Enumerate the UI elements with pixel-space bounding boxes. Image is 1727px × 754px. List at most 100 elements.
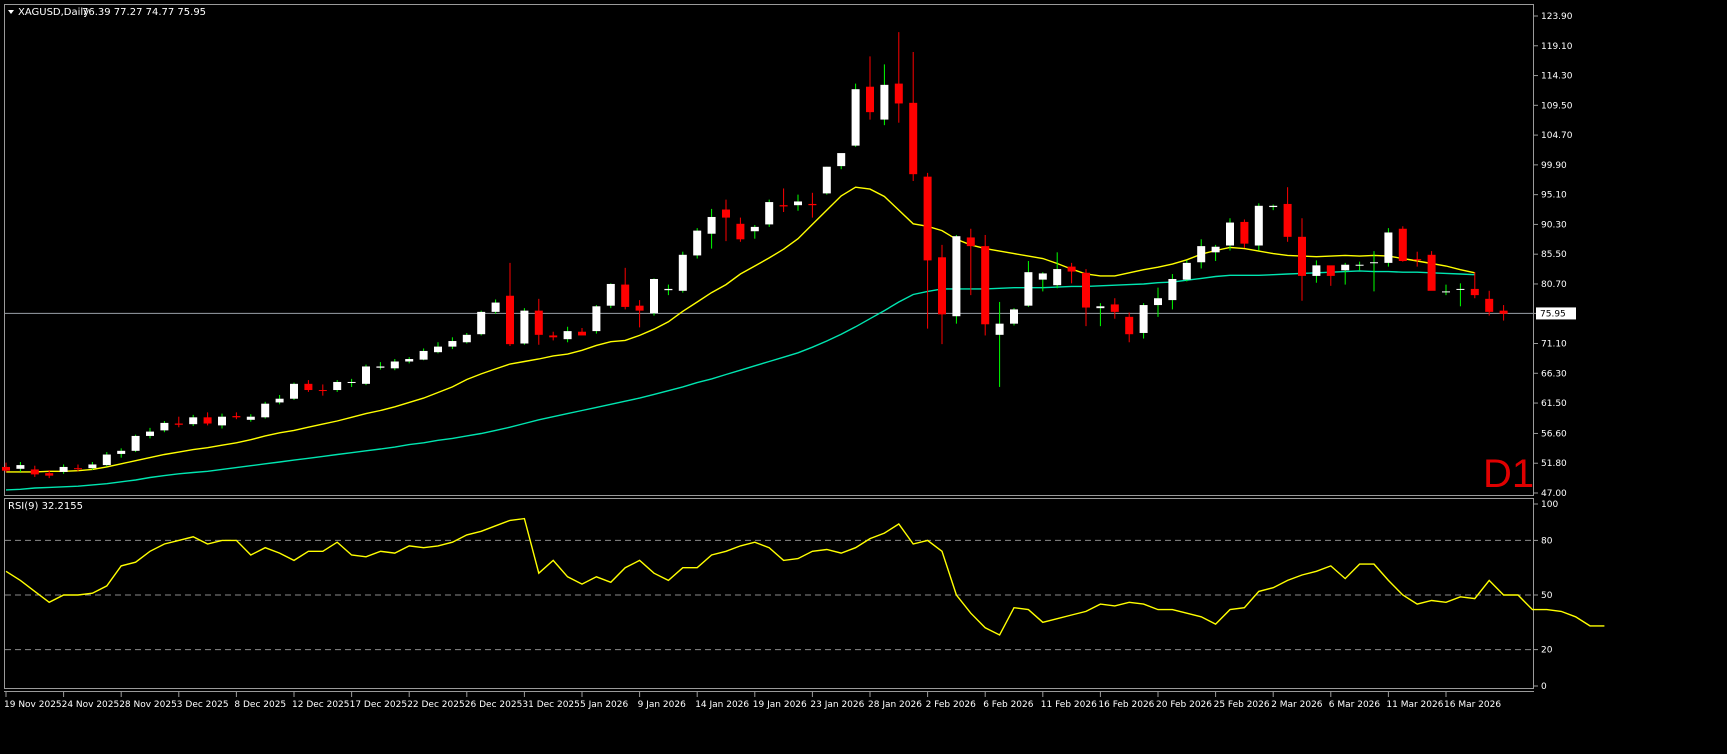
candle bbox=[462, 332, 471, 344]
time-tick-label: 31 Dec 2025 bbox=[522, 700, 580, 710]
time-tick-label: 3 Dec 2025 bbox=[177, 700, 229, 710]
candle bbox=[693, 228, 702, 259]
candle-body bbox=[16, 465, 25, 469]
rsi-title: RSI(9) 32.2155 bbox=[8, 501, 83, 512]
candle-body bbox=[1211, 246, 1220, 253]
price-tick-label: 109.50 bbox=[1541, 101, 1573, 111]
candle-body bbox=[506, 295, 514, 345]
rsi-tick-label: 50 bbox=[1541, 591, 1553, 601]
candle bbox=[1456, 283, 1465, 307]
time-tick-label: 2 Mar 2026 bbox=[1271, 700, 1323, 710]
ma-slow-line bbox=[5, 270, 1475, 491]
candle bbox=[1154, 287, 1162, 317]
candle bbox=[808, 192, 817, 218]
candle bbox=[275, 394, 284, 405]
current-price-label: 75.95 bbox=[1540, 309, 1566, 319]
candle bbox=[909, 51, 918, 181]
candle bbox=[549, 331, 558, 341]
candle-body bbox=[563, 331, 572, 340]
candle-body bbox=[290, 383, 298, 399]
time-tick-label: 11 Mar 2026 bbox=[1386, 700, 1443, 710]
candle bbox=[1384, 228, 1393, 267]
candle bbox=[1226, 218, 1234, 251]
candle bbox=[981, 234, 990, 336]
candle bbox=[678, 251, 687, 293]
ohlc-values: 76.39 77.27 74.77 75.95 bbox=[82, 7, 206, 18]
candle bbox=[1082, 269, 1090, 327]
candle-body bbox=[1154, 298, 1162, 306]
candle-body bbox=[923, 176, 932, 261]
price-tick-label: 95.10 bbox=[1541, 191, 1567, 201]
candle-body bbox=[405, 359, 414, 362]
candle bbox=[434, 342, 442, 354]
candle bbox=[866, 56, 874, 120]
candle-body bbox=[275, 398, 284, 403]
candle bbox=[491, 299, 500, 314]
candle bbox=[750, 225, 759, 239]
candle-body bbox=[131, 435, 140, 451]
candle-body bbox=[765, 202, 774, 225]
rsi-tick-label: 100 bbox=[1541, 500, 1558, 510]
time-tick-label: 28 Jan 2026 bbox=[868, 700, 922, 710]
candle-body bbox=[1168, 279, 1177, 301]
candle bbox=[606, 283, 615, 309]
candle bbox=[1326, 265, 1335, 286]
candle bbox=[534, 298, 543, 345]
candle-body bbox=[246, 416, 255, 420]
candle bbox=[765, 199, 774, 227]
candle bbox=[923, 172, 932, 329]
candle-body bbox=[462, 334, 471, 343]
candle bbox=[650, 278, 658, 316]
candle-body bbox=[117, 450, 126, 454]
candle bbox=[45, 470, 54, 479]
candle bbox=[722, 199, 730, 242]
time-tick-label: 11 Feb 2026 bbox=[1041, 700, 1097, 710]
candle-body bbox=[866, 86, 874, 113]
candle-body bbox=[102, 454, 111, 466]
rsi-axis: 100 80 50 20 0 bbox=[1534, 500, 1558, 692]
candle-body bbox=[232, 416, 241, 418]
candle-body bbox=[1254, 205, 1263, 246]
candle-body bbox=[59, 466, 68, 472]
candle bbox=[520, 308, 529, 345]
candle-body bbox=[1283, 203, 1292, 237]
time-axis: 19 Nov 2025 24 Nov 2025 28 Nov 2025 3 Dec 2… bbox=[4, 692, 1501, 710]
candle bbox=[376, 362, 385, 370]
candle-body bbox=[966, 237, 975, 247]
candle-body bbox=[2, 466, 10, 471]
candle-body bbox=[304, 383, 313, 391]
candle-body bbox=[1269, 205, 1278, 208]
candle bbox=[952, 234, 961, 324]
candle-body bbox=[549, 335, 558, 338]
candle-body bbox=[189, 417, 198, 425]
price-tick-label: 80.70 bbox=[1541, 280, 1567, 290]
time-tick-label: 23 Jan 2026 bbox=[810, 700, 864, 710]
candle-body bbox=[678, 254, 687, 291]
candle-body bbox=[491, 302, 500, 312]
price-tick-label: 56.60 bbox=[1541, 429, 1567, 439]
candle-body bbox=[1470, 288, 1479, 296]
triangle-down-icon[interactable] bbox=[8, 10, 14, 14]
rsi-tick-label: 0 bbox=[1541, 682, 1547, 692]
candle-body bbox=[779, 205, 788, 207]
candle-body bbox=[1413, 259, 1422, 261]
candle-body bbox=[650, 279, 658, 314]
candle bbox=[74, 464, 82, 472]
candle bbox=[16, 461, 25, 472]
rsi-level-lines bbox=[5, 539, 1533, 651]
candle-body bbox=[534, 310, 543, 335]
candle-body bbox=[822, 166, 831, 194]
candle-body bbox=[851, 89, 860, 146]
candle-body bbox=[419, 350, 428, 360]
price-tick-label: 90.30 bbox=[1541, 220, 1567, 230]
candle bbox=[1211, 244, 1220, 262]
candle bbox=[1038, 272, 1047, 292]
candle bbox=[1269, 204, 1278, 211]
candle bbox=[1355, 261, 1364, 271]
rsi-tick-label: 80 bbox=[1541, 536, 1553, 546]
time-tick-label: 8 Dec 2025 bbox=[234, 700, 286, 710]
candle bbox=[621, 267, 630, 310]
time-tick-label: 12 Dec 2025 bbox=[292, 700, 350, 710]
candle bbox=[1024, 261, 1033, 307]
candle bbox=[88, 461, 97, 471]
